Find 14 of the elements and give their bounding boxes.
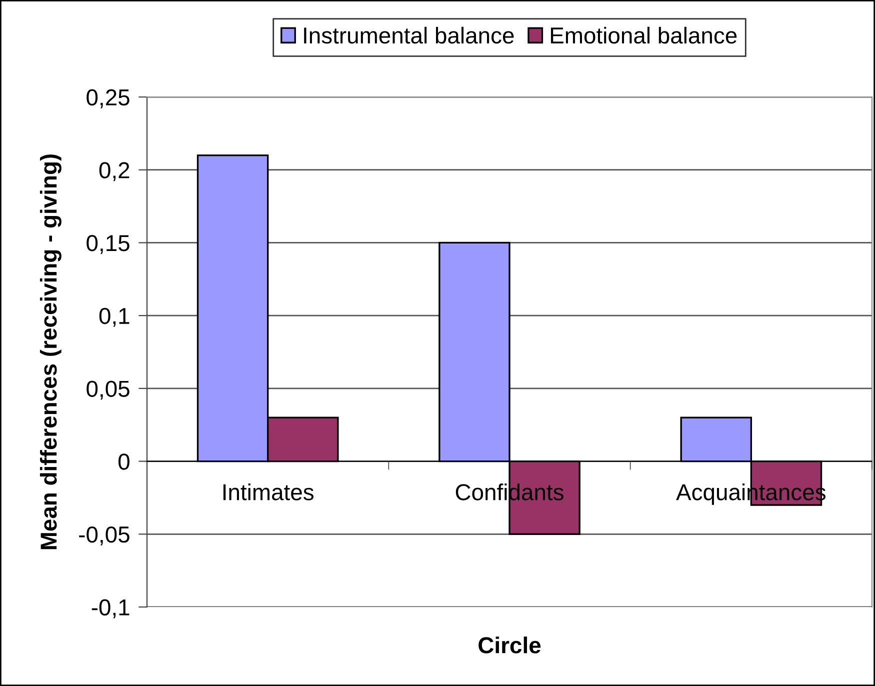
legend-label: Instrumental balance [304,26,514,44]
x-axis-title: Circle [478,636,541,654]
x-tick-label: Confidants [456,484,564,500]
y-tick-label: 0 [118,454,130,470]
x-tick-label: Intimates [223,484,314,500]
y-tick-label: 0,15 [86,235,130,254]
y-tick-label: 0,25 [86,89,130,108]
legend-label: Emotional balance [550,26,737,44]
y-tick-label: 0,2 [99,162,130,182]
y-tick-label: -0,05 [79,526,130,546]
y-tick-label: 0,05 [86,380,130,400]
y-tick-label: -0,1 [92,599,130,618]
y-tick-label: 0,1 [99,308,130,327]
y-axis-title: Mean differences (receiving - giving) [40,154,62,550]
